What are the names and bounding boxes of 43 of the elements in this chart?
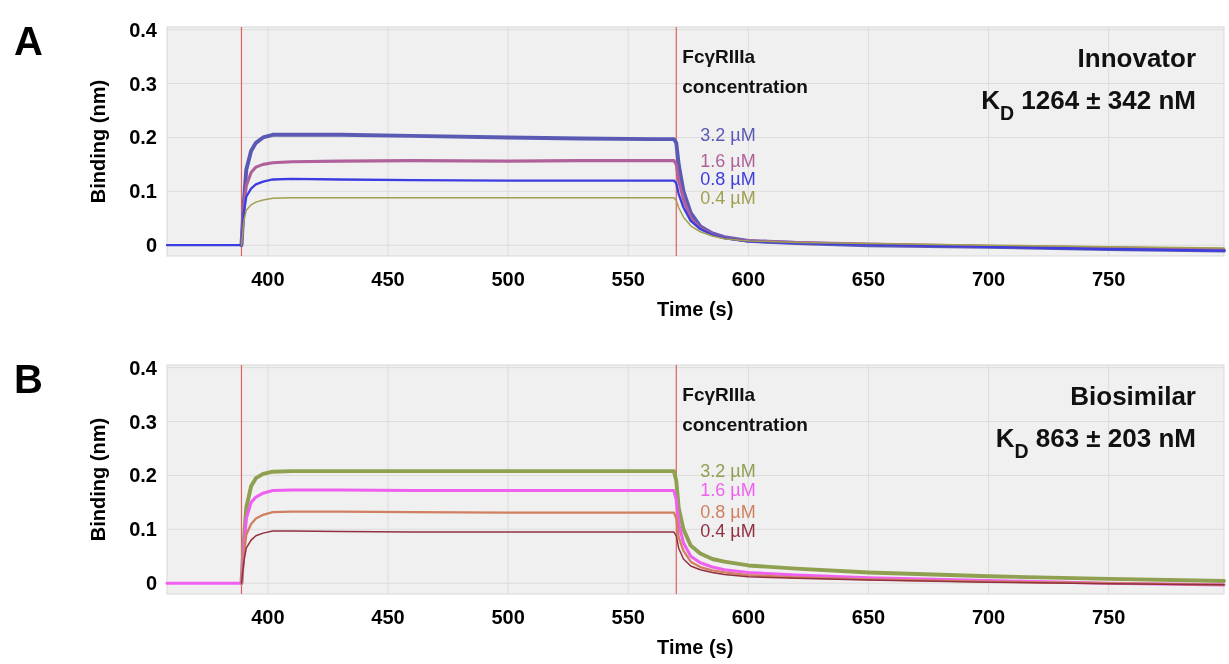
- x-tick-label: 400: [251, 268, 285, 290]
- x-tick-label: 550: [611, 606, 645, 628]
- y-tick-label: 0.4: [129, 356, 158, 379]
- x-tick-label: 650: [851, 268, 886, 290]
- x-tick-label: 750: [1092, 606, 1126, 628]
- x-axis-title: Time (s): [657, 636, 734, 658]
- x-tick-label: 400: [251, 606, 285, 628]
- text: K$_{D}$ 863 ± 203 nM: [995, 423, 1196, 462]
- y-tick-label: 0.1: [129, 180, 157, 203]
- series-label: 0.8 µM: [700, 501, 756, 522]
- text: Innovator: [1077, 43, 1196, 73]
- x-tick-label: 450: [371, 268, 405, 290]
- y-tick-label: 0.2: [129, 464, 157, 487]
- text: Biosimilar: [1070, 381, 1196, 411]
- series-label: 3.2 µM: [700, 461, 756, 482]
- legend-title: FcγRIIIa concentration: [682, 384, 808, 435]
- text: K$_{D}$ 1264 ± 342 nM: [981, 85, 1196, 124]
- x-tick-label: 700: [971, 268, 1006, 290]
- x-tick-label: 600: [731, 268, 766, 290]
- x-tick-label: 600: [731, 606, 766, 628]
- series-label: 3.2 µM: [700, 124, 756, 145]
- y-axis-title: Binding (nm): [87, 79, 109, 204]
- y-tick-label: 0: [145, 572, 157, 595]
- y-tick-label: 0.3: [129, 72, 157, 95]
- x-tick-label: 500: [491, 268, 525, 290]
- x-tick-label: 750: [1092, 268, 1126, 290]
- legend-title: FcγRIIIa concentration: [682, 46, 808, 97]
- y-tick-label: 0.1: [129, 518, 157, 541]
- x-axis-title: Time (s): [657, 298, 734, 320]
- y-tick-label: 0.2: [129, 126, 157, 149]
- text: A: [14, 19, 43, 63]
- x-tick-label: 550: [611, 268, 645, 290]
- x-tick-label: 700: [971, 606, 1006, 628]
- series-label: 1.6 µM: [700, 150, 756, 171]
- x-tick-label: 650: [851, 606, 886, 628]
- x-tick-label: 450: [371, 606, 405, 628]
- y-tick-label: 0.4: [129, 18, 158, 41]
- y-axis-title: Binding (nm): [87, 417, 109, 542]
- text: B: [14, 357, 43, 401]
- series-label: 1.6 µM: [700, 480, 756, 501]
- x-tick-label: 500: [491, 606, 525, 628]
- y-tick-label: 0.3: [129, 410, 157, 433]
- y-tick-label: 0: [145, 234, 157, 257]
